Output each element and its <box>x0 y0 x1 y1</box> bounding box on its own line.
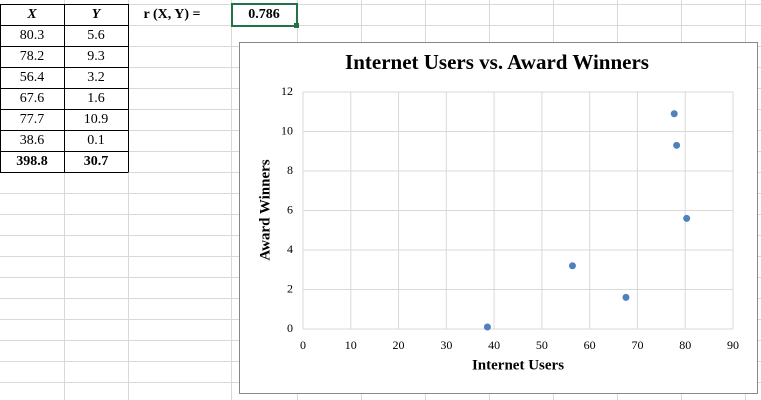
point <box>673 141 681 149</box>
x-axis-label: Internet Users <box>472 357 564 373</box>
table-cell: 10.9 <box>84 112 109 127</box>
selected-cell[interactable] <box>231 3 298 27</box>
x-tick-label: 60 <box>584 338 596 352</box>
table-cell: 9.3 <box>87 49 105 64</box>
y-tick-label: 8 <box>287 163 293 177</box>
table-header: Y <box>92 7 102 22</box>
table-cell: 80.3 <box>20 28 45 43</box>
x-tick-label: 20 <box>393 338 405 352</box>
x-tick-label: 90 <box>727 338 739 352</box>
table-cell: 78.2 <box>20 49 45 64</box>
chart: Internet Users vs. Award Winners Interne… <box>239 42 758 394</box>
table-cell: 67.6 <box>20 91 45 106</box>
table-cell: 5.6 <box>87 28 105 43</box>
table-cell: 56.4 <box>20 70 45 85</box>
table-cell: 77.7 <box>20 112 45 127</box>
table-cell: 0.1 <box>87 133 105 148</box>
y-tick-label: 4 <box>287 242 293 256</box>
y-tick-label: 0 <box>287 321 293 335</box>
y-tick-label: 12 <box>281 84 293 98</box>
correlation-value[interactable]: 0.786 <box>248 7 280 22</box>
y-tick-label: 10 <box>281 123 293 137</box>
x-tick-label: 0 <box>300 338 306 352</box>
point <box>568 262 576 270</box>
point <box>622 293 630 301</box>
fill-handle <box>294 23 299 28</box>
x-tick-label: 30 <box>440 338 452 352</box>
y-tick-label: 2 <box>287 281 293 295</box>
point <box>670 110 678 118</box>
table-total: 398.8 <box>16 154 48 169</box>
table-cell: 38.6 <box>20 133 45 148</box>
x-tick-label: 70 <box>631 338 643 352</box>
y-tick-label: 6 <box>287 202 293 216</box>
point <box>483 323 491 331</box>
x-tick-label: 40 <box>488 338 500 352</box>
table-total: 30.7 <box>84 154 109 169</box>
correlation-label: r (X, Y) = <box>144 7 201 22</box>
x-tick-label: 50 <box>536 338 548 352</box>
table-cell: 1.6 <box>87 91 105 106</box>
x-tick-label: 80 <box>679 338 691 352</box>
point <box>683 214 691 222</box>
table-cell: 3.2 <box>87 70 105 85</box>
chart-frame <box>239 42 758 394</box>
y-axis-label: Award Winners <box>257 159 273 260</box>
chart-title: Internet Users vs. Award Winners <box>345 50 649 74</box>
data-table: X Y 80.3 5.6 78.2 9.3 56.4 3.2 67.6 1.6 77.7 10.9 38… <box>0 4 129 173</box>
table-header: X <box>26 7 37 22</box>
x-tick-label: 10 <box>345 338 357 352</box>
